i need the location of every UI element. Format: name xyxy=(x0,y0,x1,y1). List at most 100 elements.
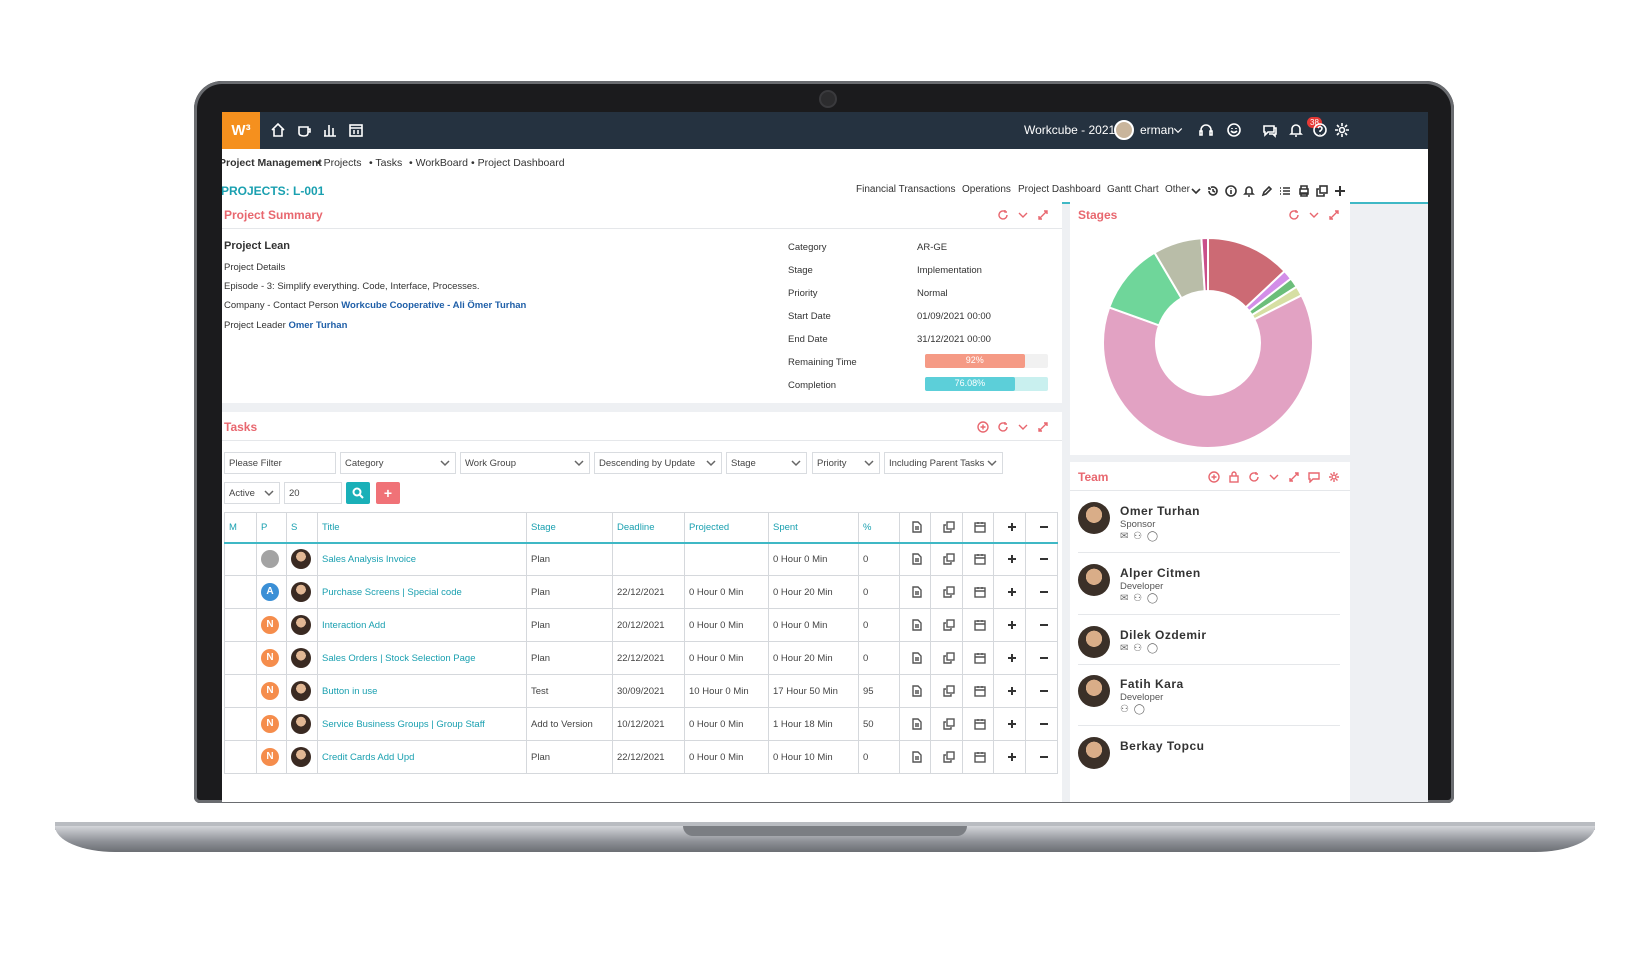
task-title-link[interactable]: Sales Orders | Stock Selection Page xyxy=(317,641,527,675)
add-cell[interactable] xyxy=(993,575,1026,609)
member-actions[interactable]: ✉ ⚇ ◯ xyxy=(1120,643,1160,654)
m-cell[interactable] xyxy=(224,674,257,708)
print-icon[interactable] xyxy=(1298,184,1310,197)
work-group-select[interactable]: Work Group xyxy=(460,452,590,474)
calendar-cell[interactable] xyxy=(962,542,994,576)
m-cell[interactable] xyxy=(224,608,257,642)
edit-icon[interactable] xyxy=(1261,184,1273,197)
task-title-link[interactable]: Button in use xyxy=(317,674,527,708)
priority-select[interactable]: Priority xyxy=(812,452,880,474)
team-member[interactable]: Omer Turhan Sponsor ✉ ⚇ ◯ xyxy=(1078,502,1340,552)
refresh-icon[interactable] xyxy=(1248,470,1260,482)
home-icon[interactable] xyxy=(270,122,286,138)
chevron-down-icon[interactable] xyxy=(1172,123,1184,135)
m-cell[interactable] xyxy=(224,575,257,609)
remove-cell[interactable] xyxy=(1025,707,1058,741)
refresh-icon[interactable] xyxy=(997,208,1009,220)
doc-cell[interactable] xyxy=(899,608,931,642)
bell-icon[interactable] xyxy=(1243,184,1255,197)
calendar-cell[interactable] xyxy=(962,674,994,708)
m-cell[interactable] xyxy=(224,641,257,675)
doc-cell[interactable] xyxy=(899,740,931,774)
chevron-down-icon[interactable] xyxy=(1268,470,1280,482)
doc-cell[interactable] xyxy=(899,641,931,675)
m-cell[interactable] xyxy=(224,740,257,774)
table-row[interactable]: N Button in use Test 30/09/2021 10 Hour 0 Mi… xyxy=(224,674,1058,708)
chat-icon[interactable] xyxy=(1262,122,1278,138)
headset-icon[interactable] xyxy=(1198,122,1214,138)
table-row[interactable]: N Interaction Add Plan 20/12/2021 0 Hour 0 M… xyxy=(224,608,1058,642)
calendar-cell[interactable] xyxy=(962,707,994,741)
column-header-add[interactable] xyxy=(993,512,1026,544)
remove-cell[interactable] xyxy=(1025,641,1058,675)
copy-icon[interactable] xyxy=(1316,184,1328,197)
chevron-down-icon[interactable] xyxy=(1017,208,1029,220)
member-name[interactable]: Dilek Ozdemir xyxy=(1120,628,1207,642)
calendar-icon[interactable] xyxy=(348,122,364,138)
doc-cell[interactable] xyxy=(899,674,931,708)
add-cell[interactable] xyxy=(993,674,1026,708)
doc-cell[interactable] xyxy=(899,707,931,741)
column-header[interactable]: Projected xyxy=(684,512,769,544)
table-row[interactable]: Sales Analysis Invoice Plan 0 Hour 0 Min 0 xyxy=(224,542,1058,576)
expand-icon[interactable] xyxy=(1288,470,1300,482)
member-name[interactable]: Omer Turhan xyxy=(1120,504,1200,518)
table-row[interactable]: N Sales Orders | Stock Selection Page Plan… xyxy=(224,641,1058,675)
breadcrumb-item[interactable]: • Tasks xyxy=(369,157,403,169)
task-title-link[interactable]: Service Business Groups | Group Staff xyxy=(317,707,527,741)
add-circle-icon[interactable] xyxy=(1208,470,1220,483)
table-row[interactable]: N Credit Cards Add Upd Plan 22/12/2021 0 Hou… xyxy=(224,740,1058,774)
expand-icon[interactable] xyxy=(1037,420,1049,432)
settings-icon[interactable] xyxy=(1328,470,1340,482)
column-header[interactable]: Title xyxy=(317,512,527,544)
tab-other[interactable]: Other xyxy=(1165,184,1191,195)
breadcrumb-item[interactable]: • Projects xyxy=(317,157,362,169)
tab-project-dashboard[interactable]: Project Dashboard xyxy=(1018,184,1101,195)
category-select[interactable]: Category xyxy=(340,452,456,474)
cup-icon[interactable] xyxy=(296,122,312,138)
user-name[interactable]: erman xyxy=(1140,123,1175,137)
doc-cell[interactable] xyxy=(899,575,931,609)
column-header-calendar[interactable] xyxy=(962,512,994,544)
tab-financial-transactions[interactable]: Financial Transactions xyxy=(856,184,956,195)
calendar-cell[interactable] xyxy=(962,641,994,675)
column-header[interactable]: % xyxy=(858,512,900,544)
settings-icon[interactable] xyxy=(1334,122,1350,138)
column-header[interactable]: Stage xyxy=(526,512,613,544)
copy-cell[interactable] xyxy=(930,575,963,609)
team-member[interactable]: Dilek Ozdemir ✉ ⚇ ◯ xyxy=(1078,626,1340,666)
add-cell[interactable] xyxy=(993,641,1026,675)
remove-cell[interactable] xyxy=(1025,608,1058,642)
chat-icon[interactable] xyxy=(1308,470,1320,484)
help-icon[interactable] xyxy=(1312,122,1328,138)
keyword-filter-input[interactable]: Please Filter xyxy=(224,452,336,474)
table-row[interactable]: N Service Business Groups | Group Staff Ad… xyxy=(224,707,1058,741)
member-name[interactable]: Fatih Kara xyxy=(1120,677,1184,691)
member-actions[interactable]: ⚇ ◯ xyxy=(1120,704,1146,715)
copy-cell[interactable] xyxy=(930,707,963,741)
add-task-button[interactable]: + xyxy=(376,482,400,504)
info-icon[interactable] xyxy=(1225,184,1237,197)
team-member[interactable]: Alper Citmen Developer ✉ ⚇ ◯ xyxy=(1078,564,1340,614)
column-header[interactable]: S xyxy=(286,512,318,544)
copy-cell[interactable] xyxy=(930,641,963,675)
chevron-down-icon[interactable] xyxy=(1308,208,1320,220)
column-header[interactable]: P xyxy=(256,512,287,544)
lock-icon[interactable] xyxy=(1228,470,1240,483)
table-row[interactable]: A Purchase Screens | Special code Plan 22/1… xyxy=(224,575,1058,609)
donut-slice[interactable] xyxy=(1200,236,1209,293)
refresh-icon[interactable] xyxy=(1288,208,1300,220)
tab-operations[interactable]: Operations xyxy=(962,184,1011,195)
order-select[interactable]: Descending by Update xyxy=(594,452,722,474)
member-name[interactable]: Berkay Topcu xyxy=(1120,739,1205,753)
rows-per-page-input[interactable]: 20 xyxy=(284,482,342,504)
column-header-remove[interactable] xyxy=(1025,512,1058,544)
column-header[interactable]: Deadline xyxy=(612,512,685,544)
column-header-copy[interactable] xyxy=(930,512,963,544)
chart-icon[interactable] xyxy=(322,122,338,138)
history-icon[interactable] xyxy=(1207,184,1219,196)
remove-cell[interactable] xyxy=(1025,740,1058,774)
remove-cell[interactable] xyxy=(1025,542,1058,576)
add-cell[interactable] xyxy=(993,707,1026,741)
copy-cell[interactable] xyxy=(930,542,963,576)
